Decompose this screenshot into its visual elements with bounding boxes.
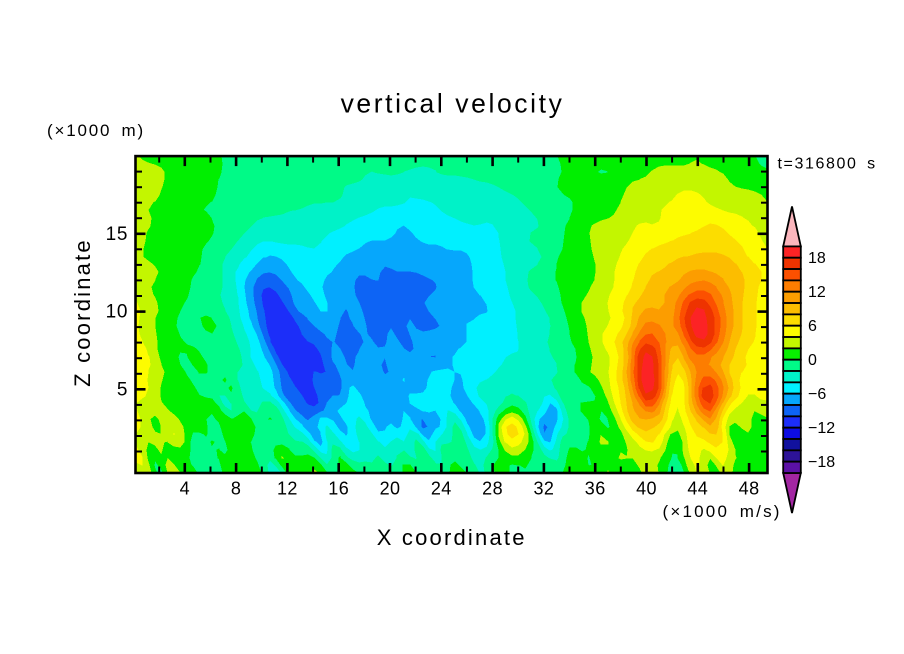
svg-text:18: 18: [808, 250, 826, 267]
svg-text:vertical velocity: vertical velocity: [341, 89, 565, 119]
svg-text:−6: −6: [808, 386, 826, 403]
svg-text:Z coordinate: Z coordinate: [70, 238, 95, 387]
svg-text:8: 8: [231, 479, 241, 499]
svg-text:28: 28: [482, 479, 503, 499]
svg-text:44: 44: [687, 479, 708, 499]
svg-text:4: 4: [180, 479, 190, 499]
svg-text:12: 12: [277, 479, 298, 499]
svg-text:32: 32: [533, 479, 554, 499]
svg-text:40: 40: [636, 479, 657, 499]
svg-text:6: 6: [808, 318, 817, 335]
svg-text:20: 20: [380, 479, 401, 499]
svg-text:36: 36: [585, 479, 606, 499]
svg-text:15: 15: [106, 224, 128, 245]
svg-text:X coordinate: X coordinate: [377, 525, 527, 550]
svg-text:5: 5: [117, 379, 128, 400]
svg-text:−18: −18: [808, 454, 835, 471]
svg-text:−12: −12: [808, 420, 835, 437]
svg-text:0: 0: [808, 352, 817, 369]
svg-text:16: 16: [328, 479, 349, 499]
svg-text:(×1000 m): (×1000 m): [47, 121, 145, 140]
svg-text:12: 12: [808, 284, 826, 301]
svg-text:(×1000 m/s): (×1000 m/s): [663, 502, 782, 521]
svg-text:t=316800 s: t=316800 s: [778, 156, 877, 173]
svg-text:48: 48: [739, 479, 760, 499]
svg-text:10: 10: [106, 302, 128, 323]
svg-text:24: 24: [431, 479, 452, 499]
